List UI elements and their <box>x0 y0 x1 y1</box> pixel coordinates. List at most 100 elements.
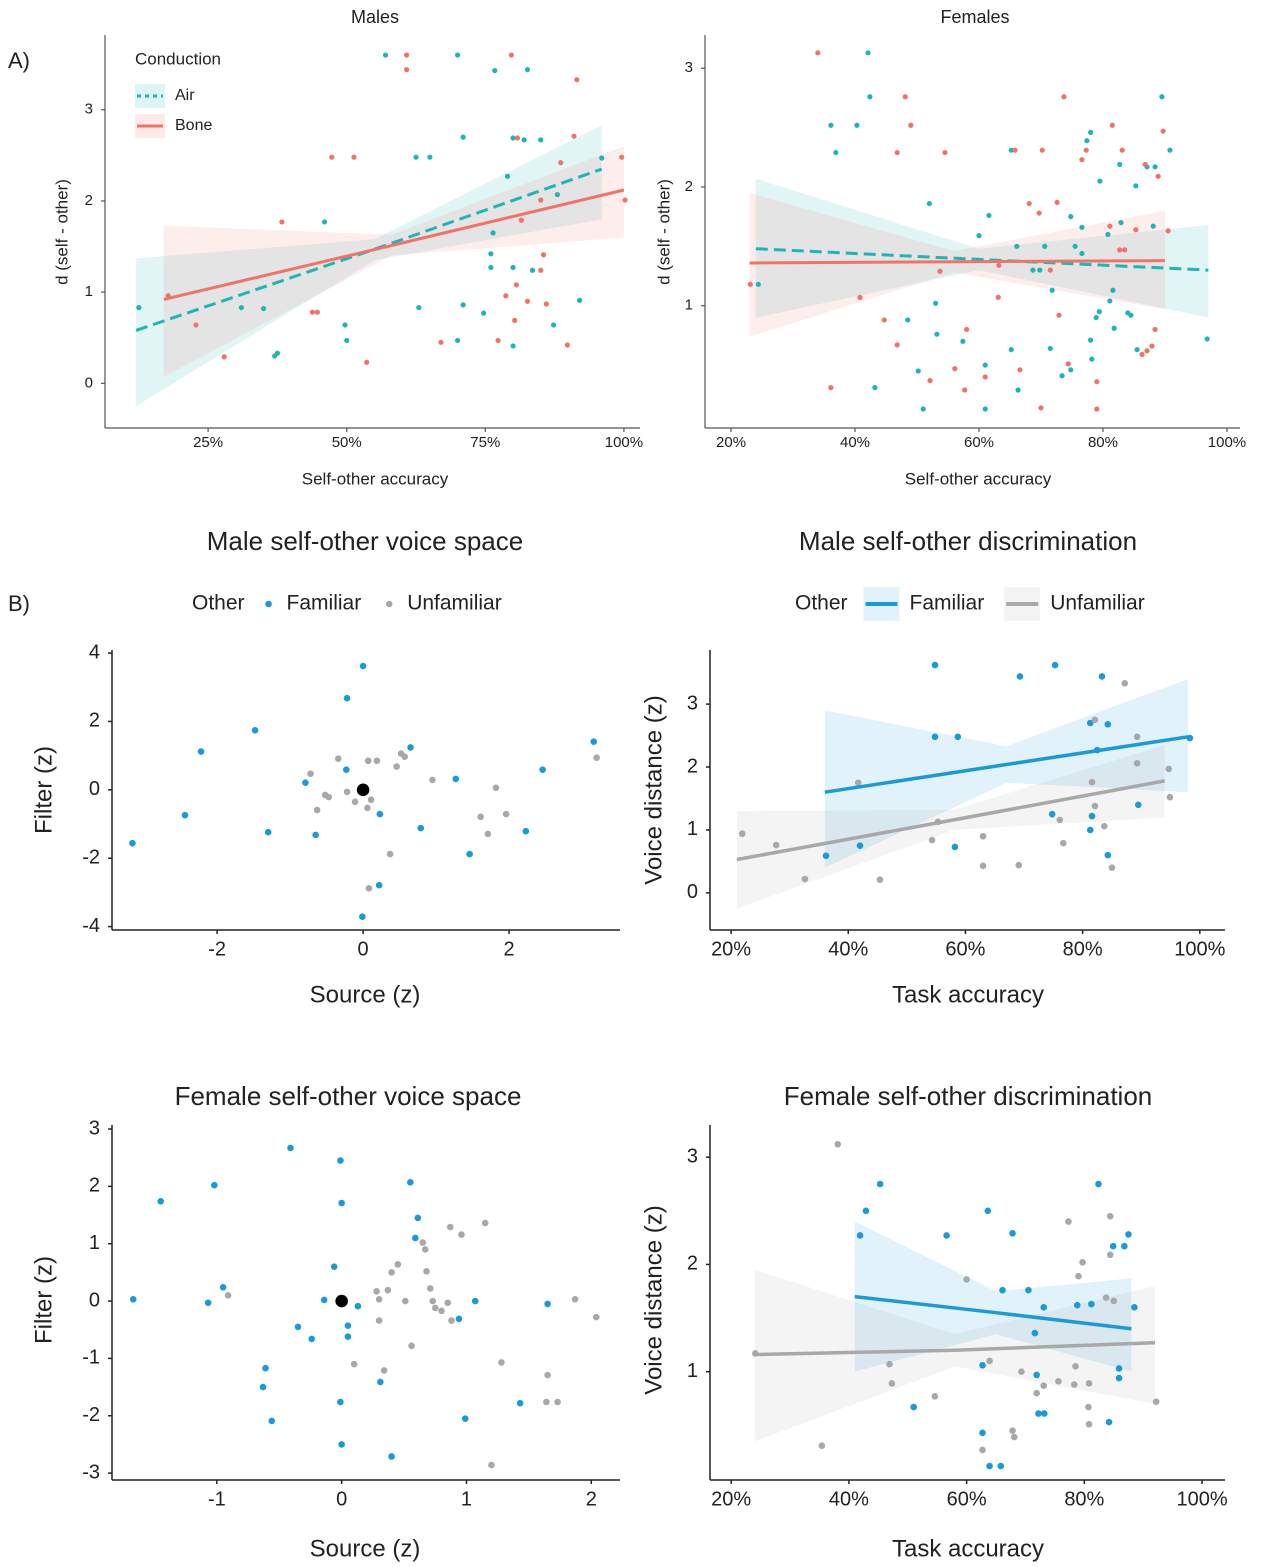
fit-line <box>749 259 1165 265</box>
data-point <box>219 1284 227 1291</box>
data-point <box>1086 719 1094 727</box>
y-tick-label: 3 <box>89 1117 100 1139</box>
data-point <box>1102 1294 1110 1301</box>
data-point <box>1131 1304 1138 1311</box>
data-point <box>416 305 422 311</box>
data-point <box>1094 379 1100 385</box>
data-point <box>1152 326 1158 333</box>
legend-label: Air <box>175 87 195 104</box>
data-point <box>157 1197 164 1205</box>
data-point <box>1166 793 1174 801</box>
data-point <box>375 1296 383 1303</box>
x-axis-label: Self-other accuracy <box>302 469 449 488</box>
data-point <box>477 813 484 821</box>
data-point <box>867 94 873 100</box>
data-point <box>1033 1371 1040 1379</box>
legend-title: Other <box>795 592 848 615</box>
data-point <box>364 804 371 812</box>
data-point <box>529 267 536 273</box>
data-point <box>460 134 466 140</box>
data-point <box>264 828 272 836</box>
data-point <box>129 1296 137 1303</box>
data-point <box>221 354 227 360</box>
data-point <box>1039 147 1045 153</box>
data-point <box>995 294 1001 300</box>
data-point <box>593 754 600 761</box>
data-point <box>854 122 860 128</box>
data-point <box>540 252 547 258</box>
data-point <box>294 1323 302 1331</box>
data-point <box>926 200 933 207</box>
data-point <box>856 1232 864 1239</box>
data-point <box>538 137 544 143</box>
y-tick-label: -2 <box>82 846 100 868</box>
data-point <box>524 67 531 73</box>
data-point <box>865 50 871 56</box>
data-point <box>1010 1433 1018 1441</box>
data-point <box>1088 1300 1095 1308</box>
data-point <box>1122 247 1128 253</box>
data-point <box>982 406 988 412</box>
data-point <box>986 212 992 219</box>
data-point <box>313 806 321 814</box>
data-point <box>876 1180 884 1188</box>
confidence-band <box>755 178 1209 318</box>
data-point <box>287 1144 294 1152</box>
data-point <box>1111 325 1117 331</box>
x-tick-label: 0 <box>358 938 369 960</box>
x-axis-label: Source (z) <box>310 981 421 1008</box>
data-point <box>1093 314 1099 321</box>
data-point <box>364 757 372 765</box>
data-point <box>622 197 628 203</box>
chart-title: Female self-other voice space <box>175 1081 522 1111</box>
data-point <box>1033 1389 1040 1397</box>
data-point <box>539 766 546 773</box>
y-tick-label: 0 <box>89 1289 100 1311</box>
data-point <box>414 1214 422 1222</box>
data-point <box>1121 680 1129 687</box>
data-point <box>1133 227 1139 233</box>
data-point <box>1030 267 1036 273</box>
data-point <box>329 154 335 160</box>
data-point <box>510 264 516 271</box>
data-point <box>367 796 375 804</box>
data-point <box>382 52 389 58</box>
data-point <box>996 262 1002 268</box>
data-point <box>986 1357 993 1365</box>
data-point <box>564 342 570 348</box>
data-point <box>982 374 988 380</box>
data-point <box>772 841 780 849</box>
data-point <box>1061 94 1067 100</box>
fit-line <box>736 779 1165 862</box>
data-point <box>1059 839 1067 847</box>
data-point <box>976 233 982 239</box>
x-tick-label: 60% <box>964 434 994 451</box>
data-point <box>1009 1230 1016 1237</box>
data-point <box>423 1267 430 1275</box>
x-tick-label: 100% <box>605 434 643 451</box>
confidence-band <box>854 1221 1132 1372</box>
chart-title: Female self-other discrimination <box>784 1081 1152 1111</box>
data-point <box>337 1157 344 1164</box>
data-point <box>599 155 605 161</box>
data-point <box>538 267 544 273</box>
y-tick-label: 2 <box>687 755 698 777</box>
data-point <box>401 753 408 760</box>
data-point <box>458 1231 465 1238</box>
data-point <box>1079 157 1085 163</box>
data-point <box>1133 759 1141 767</box>
data-point <box>503 293 509 299</box>
data-point <box>963 1276 970 1283</box>
data-point <box>421 1246 429 1253</box>
data-point <box>259 1383 267 1391</box>
x-tick-label: 60% <box>945 938 985 960</box>
x-tick-label: 80% <box>1063 938 1103 960</box>
data-point <box>438 1307 445 1315</box>
data-point <box>377 1378 384 1386</box>
x-tick-label: 80% <box>1064 1488 1104 1510</box>
data-point <box>481 1219 489 1227</box>
data-point <box>1040 1304 1048 1311</box>
data-point <box>590 738 598 745</box>
data-point <box>224 1292 232 1299</box>
